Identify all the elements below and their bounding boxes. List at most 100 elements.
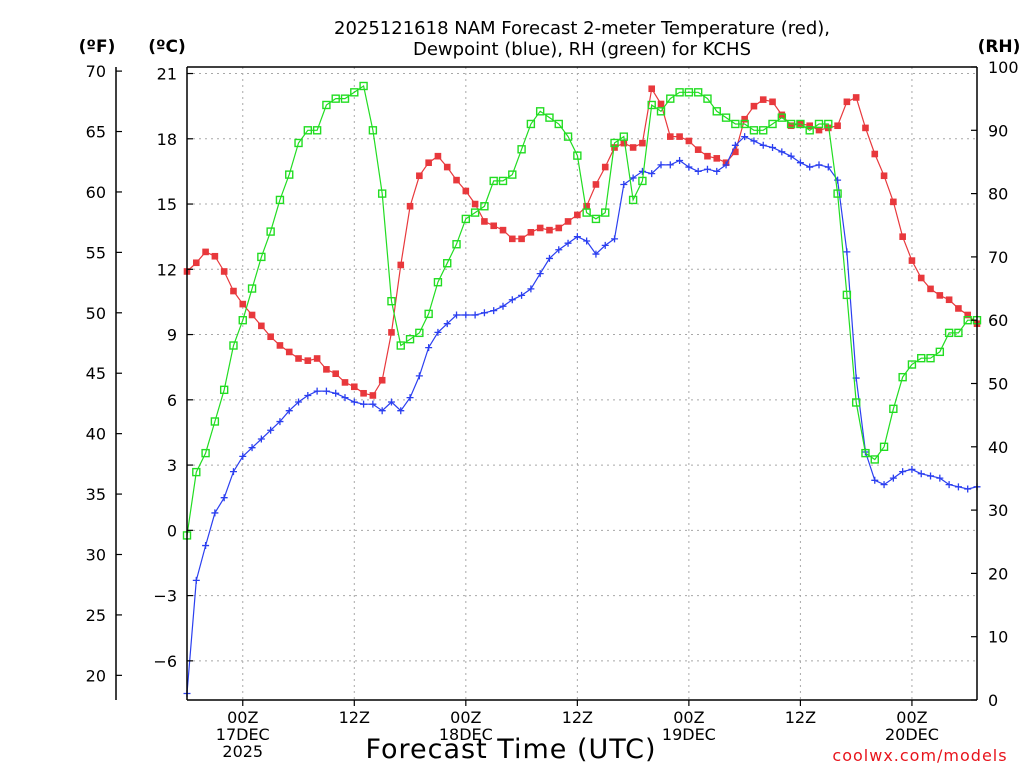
rh-point [396, 341, 405, 350]
temperature-point [258, 322, 265, 330]
temperature-point [527, 229, 535, 236]
temperature-point [787, 122, 795, 130]
rh-point [861, 448, 870, 458]
temperature-point [453, 176, 460, 184]
rh-point [526, 119, 536, 129]
temperature-point [713, 155, 721, 162]
dewpoint-point [378, 407, 386, 415]
temperature-point [890, 198, 897, 206]
dewpoint-point [889, 474, 897, 482]
c-tick-label: 9 [167, 326, 177, 345]
temperature-point [192, 259, 200, 267]
temperature-point [462, 187, 470, 195]
f-tick-label: 35 [86, 485, 106, 504]
rh-point [573, 151, 582, 160]
rh-tick-label: 60 [988, 311, 1008, 330]
rh-point [954, 328, 963, 338]
x-tick-label: 12Z [562, 708, 593, 727]
temperature-point [360, 389, 367, 397]
temperature-point [601, 163, 609, 171]
temperature-point [806, 122, 814, 130]
temperature-point [490, 222, 498, 230]
temperature-point [945, 296, 953, 304]
rh-point [851, 398, 861, 407]
dewpoint-point [927, 472, 935, 480]
dewpoint-point [508, 296, 516, 304]
dewpoint-point [425, 344, 433, 352]
dewpoint-point [202, 542, 210, 550]
dewpoint-point [369, 400, 377, 408]
x-tick-label: 2025 [222, 742, 263, 761]
temperature-point [388, 329, 395, 336]
dewpoint-point [778, 148, 786, 156]
series-temperature [183, 85, 981, 399]
dewpoint-point [387, 398, 395, 406]
dewpoint-point [211, 509, 219, 517]
rh-point [712, 107, 721, 116]
x-tick-label: 00Z [227, 708, 258, 727]
dewpoint-point [536, 270, 544, 278]
rh-point [517, 145, 526, 154]
dewpoint-point [629, 174, 637, 182]
rh-point [684, 88, 694, 97]
dewpoint-point [313, 387, 321, 395]
dewpoint-point [239, 452, 247, 460]
f-tick-label: 45 [86, 364, 106, 383]
rh-point [470, 208, 480, 217]
rh-point [824, 119, 833, 129]
dewpoint-point [564, 239, 572, 247]
rh-tick-label: 90 [988, 121, 1008, 140]
dewpoint-point [908, 465, 916, 473]
dewpoint-point [954, 483, 962, 491]
f-tick-label: 30 [86, 545, 106, 564]
source-credit: coolwx.com/models [832, 746, 1007, 765]
dewpoint-point [285, 407, 293, 415]
rh-point [842, 290, 852, 300]
dewpoint-point [220, 494, 228, 502]
f-tick-label: 60 [86, 183, 106, 202]
dewpoint-point [685, 163, 693, 171]
temperature-point [639, 139, 646, 147]
rh-point [480, 202, 489, 211]
c-tick-label: 3 [167, 456, 177, 475]
grid-lines [187, 67, 977, 700]
temperature-point [508, 235, 516, 243]
temperature-point [611, 144, 618, 151]
x-tick-label: 12Z [785, 708, 816, 727]
rh-point [229, 341, 238, 350]
temperature-point [295, 355, 302, 362]
temperature-point [239, 300, 247, 308]
dewpoint-point [703, 165, 711, 173]
rh-point [814, 119, 824, 129]
temperature-point [927, 285, 934, 293]
c-tick-label: −6 [153, 652, 177, 671]
rh-point [368, 126, 378, 135]
x-tick-label: 20DEC [885, 725, 939, 744]
dewpoint-point [796, 159, 804, 167]
dewpoint-point [304, 391, 312, 399]
rh-point [656, 107, 666, 116]
rh-point [721, 113, 731, 122]
dewpoint-point [648, 170, 656, 178]
rh-point [740, 119, 749, 129]
temperature-point [834, 122, 841, 130]
temperature-point [220, 268, 228, 275]
temperature-point [323, 366, 330, 373]
temperature-point [759, 96, 767, 103]
x-tick-label: 00Z [450, 708, 481, 727]
unit-label-rh: (RH) [978, 37, 1021, 57]
rh-point [489, 176, 498, 186]
rh-point [749, 126, 759, 135]
rh-point [591, 214, 601, 224]
temperature-point [871, 150, 879, 158]
dewpoint-point [964, 485, 972, 493]
f-tick-label: 25 [86, 606, 106, 625]
dewpoint-point [936, 474, 944, 482]
temperature-point [350, 383, 358, 391]
rh-point [238, 316, 247, 325]
rh-point [628, 195, 638, 205]
temperature-point [862, 124, 869, 132]
dewpoint-point [611, 235, 619, 243]
temperature-point [564, 218, 572, 225]
rh-point [387, 297, 396, 306]
